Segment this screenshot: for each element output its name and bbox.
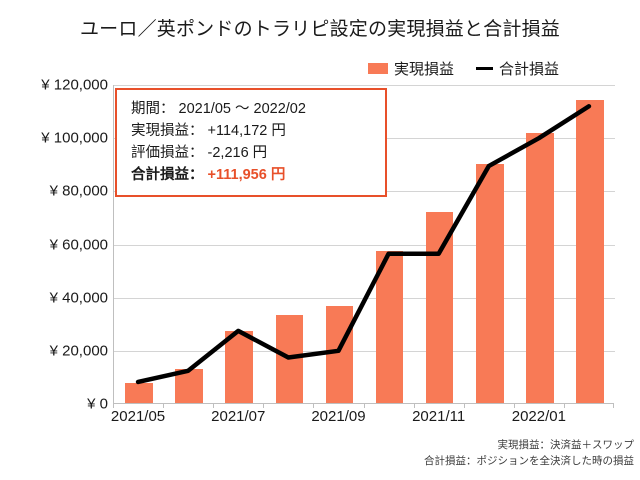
legend-bar-swatch-icon <box>368 63 388 74</box>
info-value-period: 2021/05 〜 2022/02 <box>178 101 306 117</box>
x-axis-tick-label: 2022/01 <box>511 408 566 425</box>
chart-legend: 実現損益 合計損益 <box>368 58 559 79</box>
summary-info-box: 期間： 2021/05 〜 2022/02 実現損益： +114,172 円 評… <box>115 88 387 198</box>
x-axis-tick-labels: 2021/05 2021/07 2021/09 2021/11 2022/01 <box>110 408 614 432</box>
info-label-valuation: 評価損益： <box>131 145 204 162</box>
info-row-realized: 実現損益： +114,172 円 <box>131 120 373 142</box>
y-axis-tick-label: ¥ 100,000 <box>41 129 108 147</box>
y-axis-tick-label: ¥ 20,000 <box>49 342 108 360</box>
y-axis-tick-labels: ¥ 0 ¥ 20,000 ¥ 40,000 ¥ 60,000 ¥ 80,000 ¥ 100… <box>0 77 108 413</box>
x-axis-tick-mark <box>563 404 565 408</box>
y-axis-tick-label: ¥ 80,000 <box>49 182 108 200</box>
bar-2021-09 <box>325 305 354 403</box>
footnote-realized: 実現損益：決済益＋スワップ <box>497 439 635 451</box>
legend-item-realized: 実現損益 <box>368 58 454 79</box>
x-axis-tick-mark <box>363 404 365 408</box>
chart-footnotes: 実現損益：決済益＋スワップ 合計損益：ポジションを全決済した時の損益 <box>0 437 634 470</box>
bar-2021-05 <box>125 383 153 403</box>
x-axis-tick-mark <box>213 404 215 408</box>
x-axis-tick-label: 2021/11 <box>412 408 466 425</box>
x-axis-tick-mark <box>313 404 315 408</box>
info-label-total: 合計損益： <box>131 167 204 184</box>
bar-2021-12 <box>475 163 504 403</box>
legend-label-realized: 実現損益 <box>394 61 455 78</box>
x-axis-tick-mark <box>263 404 265 408</box>
x-axis-tick-mark <box>463 404 465 408</box>
bar-2021-07 <box>225 331 254 403</box>
info-value-realized: +114,172 円 <box>207 123 286 140</box>
info-row-total: 合計損益： +111,956 円 <box>131 164 373 186</box>
bar-2021-10 <box>375 251 404 403</box>
y-axis-tick-label: ¥ 40,000 <box>49 289 108 307</box>
x-axis-tick-label: 2021/09 <box>311 408 366 425</box>
y-axis-tick-label: ¥ 60,000 <box>49 236 108 253</box>
x-axis-tick-label: 2021/05 <box>110 408 166 425</box>
legend-line-swatch-icon <box>476 67 494 70</box>
info-label-realized: 実現損益： <box>131 123 204 140</box>
x-axis-tick-mark <box>613 404 614 408</box>
bar-2022-01 <box>526 133 554 403</box>
x-axis-tick-mark <box>513 404 515 408</box>
x-axis-ticks <box>113 404 614 409</box>
info-label-period: 期間： <box>131 101 175 117</box>
bar-2021-11 <box>425 211 454 403</box>
bar-2022-02 <box>576 99 604 403</box>
x-axis-tick-mark <box>163 404 165 408</box>
info-row-valuation: 評価損益： -2,216 円 <box>131 142 373 164</box>
page-title: ユーロ／英ポンドのトラリピ設定の実現損益と合計損益 <box>79 19 560 40</box>
y-axis-tick-label: ¥ 120,000 <box>41 76 108 94</box>
gridline <box>114 85 615 86</box>
footnote-total: 合計損益：ポジションを全決済した時の損益 <box>424 455 634 468</box>
x-axis-tick-mark <box>113 404 114 408</box>
x-axis-tick-label: 2021/07 <box>211 408 266 425</box>
legend-item-total: 合計損益 <box>476 58 559 79</box>
bar-2021-06 <box>175 368 203 403</box>
bar-2021-08 <box>275 315 304 403</box>
info-value-valuation: -2,216 円 <box>207 145 268 162</box>
info-row-period: 期間： 2021/05 〜 2022/02 <box>131 98 373 120</box>
y-axis-tick-label: ¥ 0 <box>87 395 108 413</box>
legend-label-total: 合計損益 <box>499 61 560 78</box>
info-value-total: +111,956 円 <box>207 167 286 184</box>
x-axis-tick-mark <box>413 404 415 408</box>
